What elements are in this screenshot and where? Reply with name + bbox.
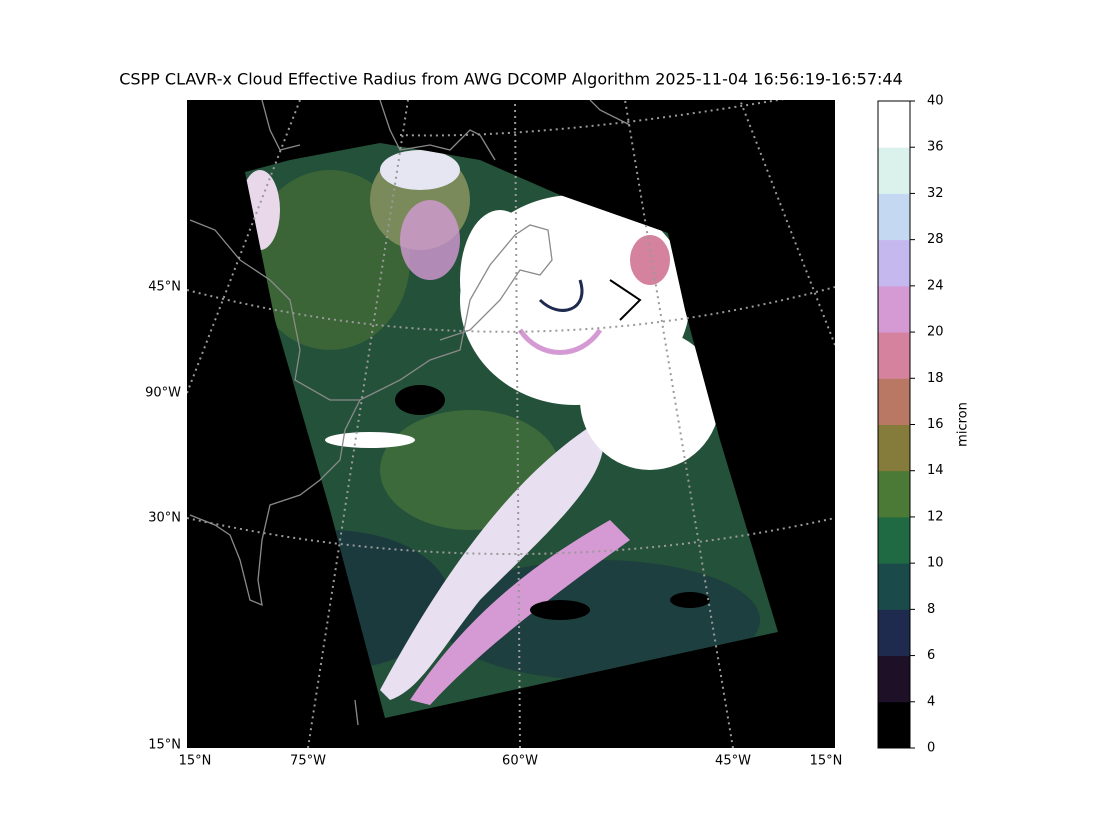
lat-label: 90°W — [145, 386, 181, 401]
colorbar-tick-label: 40 — [927, 94, 944, 109]
colorbar-tick-label: 0 — [927, 741, 935, 756]
colorbar-tick-label: 18 — [927, 371, 944, 386]
colorbar-tick-label: 16 — [927, 417, 944, 432]
colorbar-tick-label: 36 — [927, 140, 944, 155]
lon-label: 15°N — [810, 754, 843, 769]
colorbar: 0 4 6 8 10 12 14 16 18 20 24 28 32 36 40 micron — [877, 94, 971, 756]
colorbar-segment — [878, 609, 910, 657]
colorbar-segment — [878, 701, 910, 749]
lat-label: 45°N — [148, 280, 181, 295]
colorbar-segment — [878, 563, 910, 610]
colorbar-segment — [878, 516, 910, 564]
colorbar-label: micron — [956, 402, 971, 447]
lon-label: 45°W — [715, 754, 751, 769]
graticule — [187, 100, 301, 394]
colorbar-tick-label: 10 — [927, 556, 944, 571]
coastline — [354, 699, 359, 726]
colorbar-segment — [878, 193, 910, 241]
colorbar-tick-label: 24 — [927, 278, 944, 293]
colorbar-tick-label: 4 — [927, 694, 935, 709]
graticule — [307, 100, 409, 748]
lon-label: 15°N — [179, 754, 212, 769]
colorbar-segment — [878, 655, 910, 703]
colorbar-tick-label: 8 — [927, 602, 935, 617]
colorbar-tick-label: 6 — [927, 648, 935, 663]
lat-lon-labels: 45°N90°W30°N15°N15°N 75°W 60°W 45°W 15°N — [145, 280, 842, 769]
map-panel — [187, 100, 835, 748]
colorbar-tick-label: 32 — [927, 186, 944, 201]
colorbar-tick-label: 12 — [927, 509, 944, 524]
graticule — [514, 100, 521, 748]
colorbar-segment — [878, 332, 910, 379]
graticule — [739, 100, 835, 346]
imagery — [187, 100, 835, 748]
colorbar-tick-label: 20 — [927, 325, 944, 340]
colorbar-tick-label: 28 — [927, 232, 944, 247]
colorbar-segment — [878, 101, 910, 148]
colorbar-segment — [878, 424, 910, 472]
lon-label: 60°W — [502, 754, 538, 769]
lon-label: 75°W — [290, 754, 326, 769]
graticule — [624, 100, 734, 748]
lat-label: 30°N — [148, 511, 181, 526]
colorbar-segment — [878, 470, 910, 518]
colorbar-tick-label: 14 — [927, 463, 944, 478]
lat-label: 15°N — [148, 738, 181, 753]
coastline — [189, 399, 361, 607]
colorbar-segment — [878, 239, 910, 287]
colorbar-segment — [878, 378, 910, 425]
map-title: CSPP CLAVR-x Cloud Effective Radius from… — [119, 70, 903, 89]
colorbar-segment — [878, 285, 910, 333]
coastline — [189, 219, 553, 401]
colorbar-segment — [878, 147, 910, 194]
cloud-features — [245, 150, 760, 705]
